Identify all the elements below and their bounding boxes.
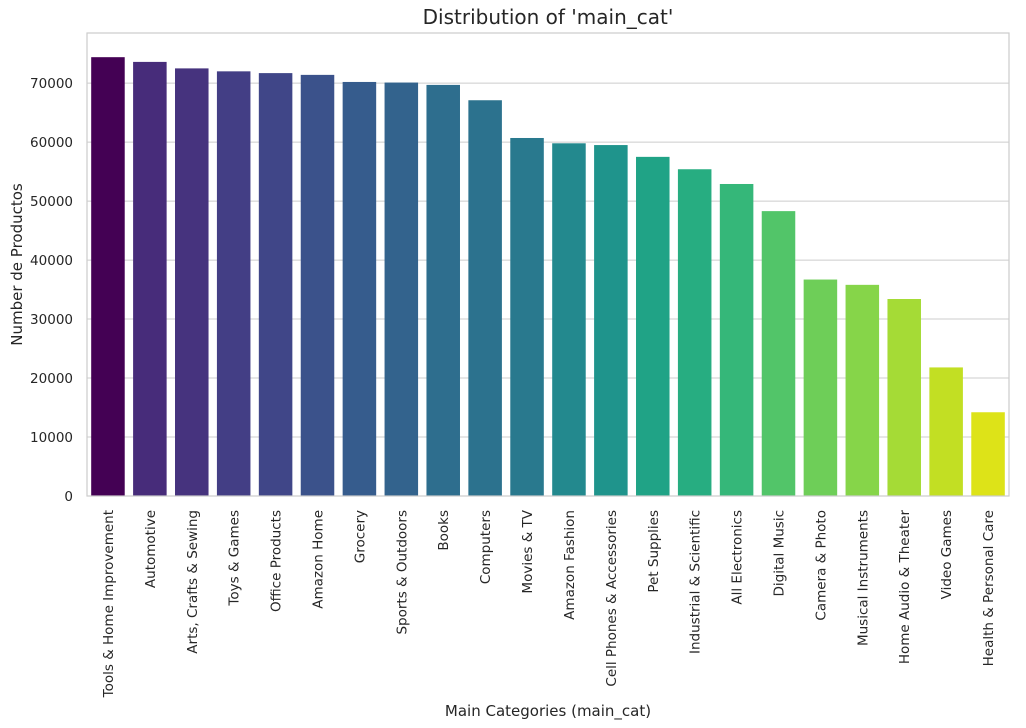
bar [719, 183, 754, 496]
bar [91, 57, 125, 497]
x-tick-label: Pet Supplies [646, 510, 662, 593]
bar [426, 84, 460, 496]
y-tick-label: 0 [64, 489, 73, 505]
x-tick-label: Computers [478, 510, 494, 584]
y-tick-label: 70000 [30, 76, 73, 92]
bar [971, 412, 1005, 496]
x-tick-label: Health & Personal Care [981, 510, 997, 666]
bar [845, 284, 880, 496]
bar [552, 143, 586, 497]
y-tick-label: 10000 [30, 430, 73, 446]
bar [216, 71, 251, 496]
x-tick-label: All Electronics [730, 510, 746, 605]
bar [342, 81, 377, 497]
bar [258, 73, 293, 497]
bar [468, 100, 502, 496]
x-tick-label: Musical Instruments [855, 510, 871, 646]
bar [300, 74, 335, 496]
x-tick-label: Sports & Outdoors [394, 510, 410, 635]
bar [510, 137, 544, 496]
x-tick-labels: Tools & Home Improvement Automotive Arts, … [101, 509, 997, 698]
plot-frame [86, 32, 1010, 497]
x-tick-label: Camera & Photo [813, 510, 829, 621]
bar [761, 211, 796, 496]
x-tick-label: Tools & Home Improvement [101, 510, 117, 698]
bar [677, 169, 712, 497]
bars [91, 57, 1005, 497]
bar [133, 61, 167, 497]
bar [636, 156, 670, 497]
x-tick-label: Grocery [352, 510, 368, 563]
bar [594, 145, 628, 496]
x-tick-label: Home Audio & Theater [897, 510, 913, 665]
y-tick-label: 60000 [30, 135, 73, 151]
x-tick-label: Amazon Fashion [562, 510, 578, 620]
bar [803, 279, 838, 496]
x-tick-label: Digital Music [772, 510, 788, 596]
bar [175, 68, 209, 496]
y-axis-label: Number de Productos [8, 183, 26, 346]
y-tick-label: 40000 [30, 253, 73, 269]
x-tick-label: Office Products [269, 510, 285, 612]
x-tick-label: Toys & Games [227, 510, 243, 607]
chart-title: Distribution of 'main_cat' [423, 5, 674, 29]
x-tick-label: Industrial & Scientific [688, 510, 704, 654]
y-tick-label: 20000 [30, 371, 73, 387]
y-tick-labels: 0 10000 20000 30000 40000 50000 60000 70000 [30, 76, 73, 505]
bar [384, 82, 419, 496]
x-tick-label: Books [436, 510, 452, 551]
x-axis-label: Main Categories (main_cat) [445, 702, 651, 721]
x-tick-label: Arts, Crafts & Sewing [185, 510, 201, 654]
bar [929, 367, 963, 496]
x-tick-label: Movies & TV [520, 509, 536, 593]
x-tick-label: Amazon Home [311, 510, 327, 609]
bar [887, 299, 921, 496]
x-tick-label: Video Games [939, 510, 955, 599]
y-tick-label: 30000 [30, 312, 73, 328]
y-tick-label: 50000 [30, 194, 73, 210]
x-tick-label: Automotive [143, 510, 159, 588]
x-tick-label: Cell Phones & Accessories [604, 510, 620, 687]
